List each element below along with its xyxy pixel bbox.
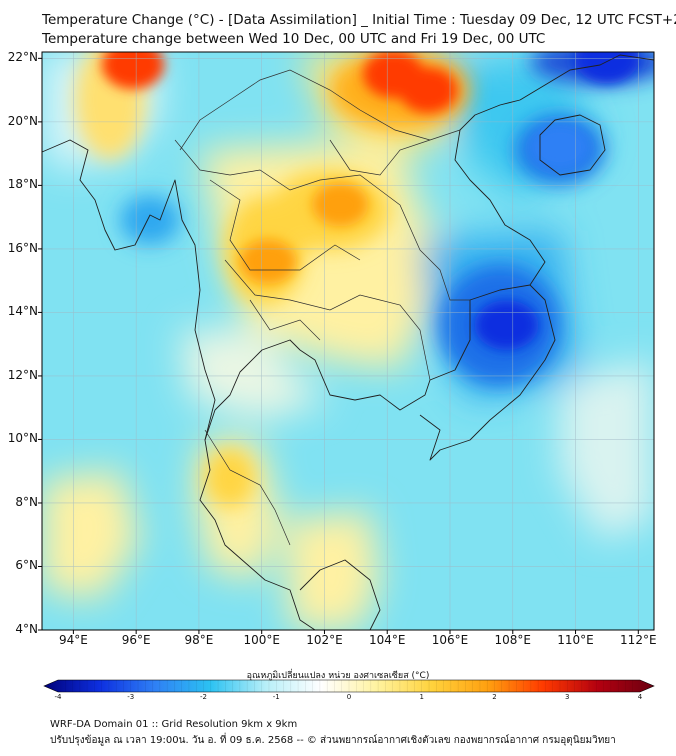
feature-warm-northeast-thailand bbox=[312, 182, 369, 227]
map-subtitle: Temperature change between Wed 10 Dec, 0… bbox=[42, 31, 546, 47]
south-china-coast bbox=[519, 54, 655, 101]
province-lines-north bbox=[209, 179, 361, 271]
lon-label: 94°E bbox=[58, 633, 88, 647]
temperature-field bbox=[42, 52, 654, 630]
lat-label: 6°N bbox=[15, 558, 38, 573]
lat-label: 14°N bbox=[7, 304, 38, 319]
colorbar-tick: 3 bbox=[565, 693, 570, 701]
lon-label: 110°E bbox=[557, 633, 594, 647]
colorbar-tick: 1 bbox=[419, 693, 424, 701]
lat-label: 22°N bbox=[7, 50, 38, 65]
lon-label: 106°E bbox=[431, 633, 469, 647]
gulf-of-thailand-coast bbox=[204, 339, 431, 441]
coastlines bbox=[41, 54, 655, 631]
feature-cool-northeast-corner bbox=[574, 52, 639, 84]
footer-resolution: WRF-DA Domain 01 :: Grid Resolution 9km … bbox=[50, 719, 298, 730]
colorbar-tick: -4 bbox=[54, 693, 62, 701]
lat-label: 12°N bbox=[7, 367, 38, 382]
warm-peninsula-mid bbox=[205, 448, 255, 508]
borneo-coast bbox=[299, 559, 381, 631]
map-title: Temperature Change (°C) - [Data Assimila… bbox=[42, 12, 676, 28]
lon-label: 98°E bbox=[184, 633, 214, 647]
colorbar-bar bbox=[43, 679, 655, 693]
colorbar-tick: 0 bbox=[346, 693, 352, 701]
lat-label: 10°N bbox=[7, 431, 38, 446]
feature-warm-north-thailand bbox=[239, 239, 297, 284]
feature-cool-hainan bbox=[529, 123, 591, 172]
lat-label: 4°N bbox=[15, 622, 38, 636]
lon-label: 102°E bbox=[306, 633, 343, 647]
laos-north-border bbox=[329, 129, 461, 176]
feature-warm-northwest bbox=[101, 52, 165, 90]
colorbar-tick: -2 bbox=[200, 693, 207, 701]
lon-label: 108°E bbox=[494, 633, 532, 647]
vietnam-central-coast bbox=[454, 99, 546, 286]
hainan-island bbox=[539, 114, 606, 176]
colorbar-tick: 4 bbox=[637, 693, 643, 701]
peninsula-border bbox=[204, 429, 291, 546]
colorbar-stripes bbox=[65, 680, 633, 692]
laos-thai-border bbox=[174, 139, 470, 301]
colorbar-label: อุณหภูมิเปลี่ยนแปลง หน่วย องศาเซลเซียส (… bbox=[246, 671, 430, 681]
lon-label: 96°E bbox=[121, 633, 151, 647]
andaman-coastline bbox=[41, 139, 316, 631]
feature-warm-north-vietnam-east bbox=[398, 67, 458, 114]
lon-label: 112°E bbox=[620, 633, 657, 647]
warm-south-sea bbox=[285, 510, 380, 630]
cambodia-border bbox=[224, 259, 431, 381]
axis-ticks bbox=[38, 57, 639, 634]
pale-east bbox=[560, 360, 654, 540]
warm-southwest bbox=[42, 470, 140, 600]
lat-label: 20°N bbox=[7, 113, 38, 128]
feature-cool-cambodia-vietnam bbox=[474, 300, 539, 351]
map-frame bbox=[41, 51, 655, 631]
province-lines-central bbox=[249, 299, 321, 341]
colorbar-tick: 2 bbox=[492, 693, 497, 701]
colorbar-tick: -3 bbox=[127, 693, 135, 701]
pale-gulf bbox=[180, 330, 330, 420]
footer-credit: ปรับปรุงข้อมูล ณ เวลา 19:00น. วัน อ. ที่… bbox=[50, 735, 616, 746]
cool-bay-bengal-spot bbox=[120, 195, 180, 245]
myanmar-china-border bbox=[179, 69, 431, 151]
lon-label: 104°E bbox=[368, 633, 406, 647]
lon-label: 100°E bbox=[243, 633, 280, 647]
lat-label: 18°N bbox=[7, 177, 38, 192]
borders bbox=[174, 69, 470, 546]
lat-label: 8°N bbox=[15, 494, 38, 509]
colorbar bbox=[43, 679, 655, 693]
vietnam-south-coast bbox=[419, 284, 556, 461]
colorbar-tick: -1 bbox=[272, 693, 280, 701]
lat-label: 16°N bbox=[7, 240, 38, 255]
